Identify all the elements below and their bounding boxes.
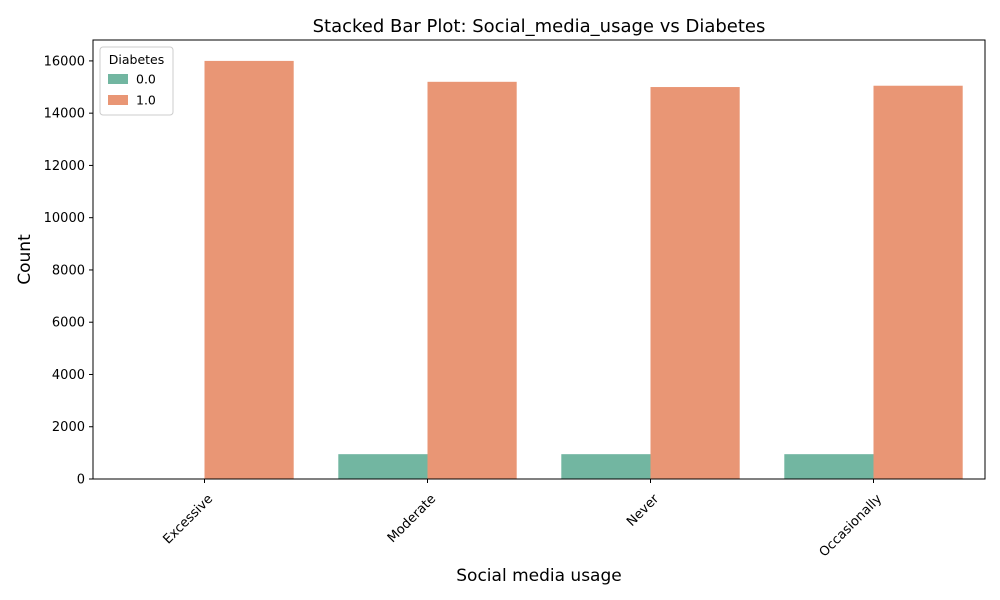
x-tick-label-never: Never [624, 491, 662, 529]
y-tick-label: 4000 [52, 368, 85, 383]
legend-swatch-1-0 [108, 95, 128, 105]
y-tick-label: 16000 [44, 54, 85, 69]
legend-label-1-0: 1.0 [136, 93, 156, 108]
bars-group [204, 60, 963, 480]
x-tick-label-moderate: Moderate [385, 492, 439, 546]
bar-occasionally-1-0 [873, 85, 963, 480]
bar-occasionally-0-0 [784, 454, 874, 479]
bar-moderate-0-0 [338, 454, 428, 479]
plot-frame [92, 39, 986, 480]
y-tick-label: 2000 [52, 420, 85, 435]
y-tick-label: 14000 [44, 107, 85, 122]
legend-swatch-0-0 [108, 74, 128, 84]
y-tick-label: 10000 [44, 211, 85, 226]
x-axis-label: Social media usage [456, 566, 621, 586]
bar-never-0-0 [561, 454, 651, 479]
legend: Diabetes 0.0 1.0 [99, 46, 174, 116]
y-tick-label: 8000 [52, 263, 85, 278]
x-axis: Excessive Moderate Never Occasionally [160, 479, 885, 560]
x-tick-label-excessive: Excessive [160, 492, 216, 548]
legend-title: Diabetes [109, 52, 165, 67]
legend-label-0-0: 0.0 [136, 72, 156, 87]
x-tick-label-occasionally: Occasionally [817, 491, 886, 560]
bar-excessive-1-0 [204, 60, 294, 480]
y-tick-label: 12000 [44, 159, 85, 174]
chart-title: Stacked Bar Plot: Social_media_usage vs … [313, 16, 766, 37]
y-axis: 0 2000 4000 6000 8000 10000 12000 14000 16000 [44, 54, 93, 488]
bar-moderate-1-0 [427, 81, 517, 480]
y-tick-label: 0 [77, 473, 85, 488]
bar-never-1-0 [650, 87, 740, 480]
y-tick-label: 6000 [52, 316, 85, 331]
y-axis-label: Count [15, 234, 35, 285]
